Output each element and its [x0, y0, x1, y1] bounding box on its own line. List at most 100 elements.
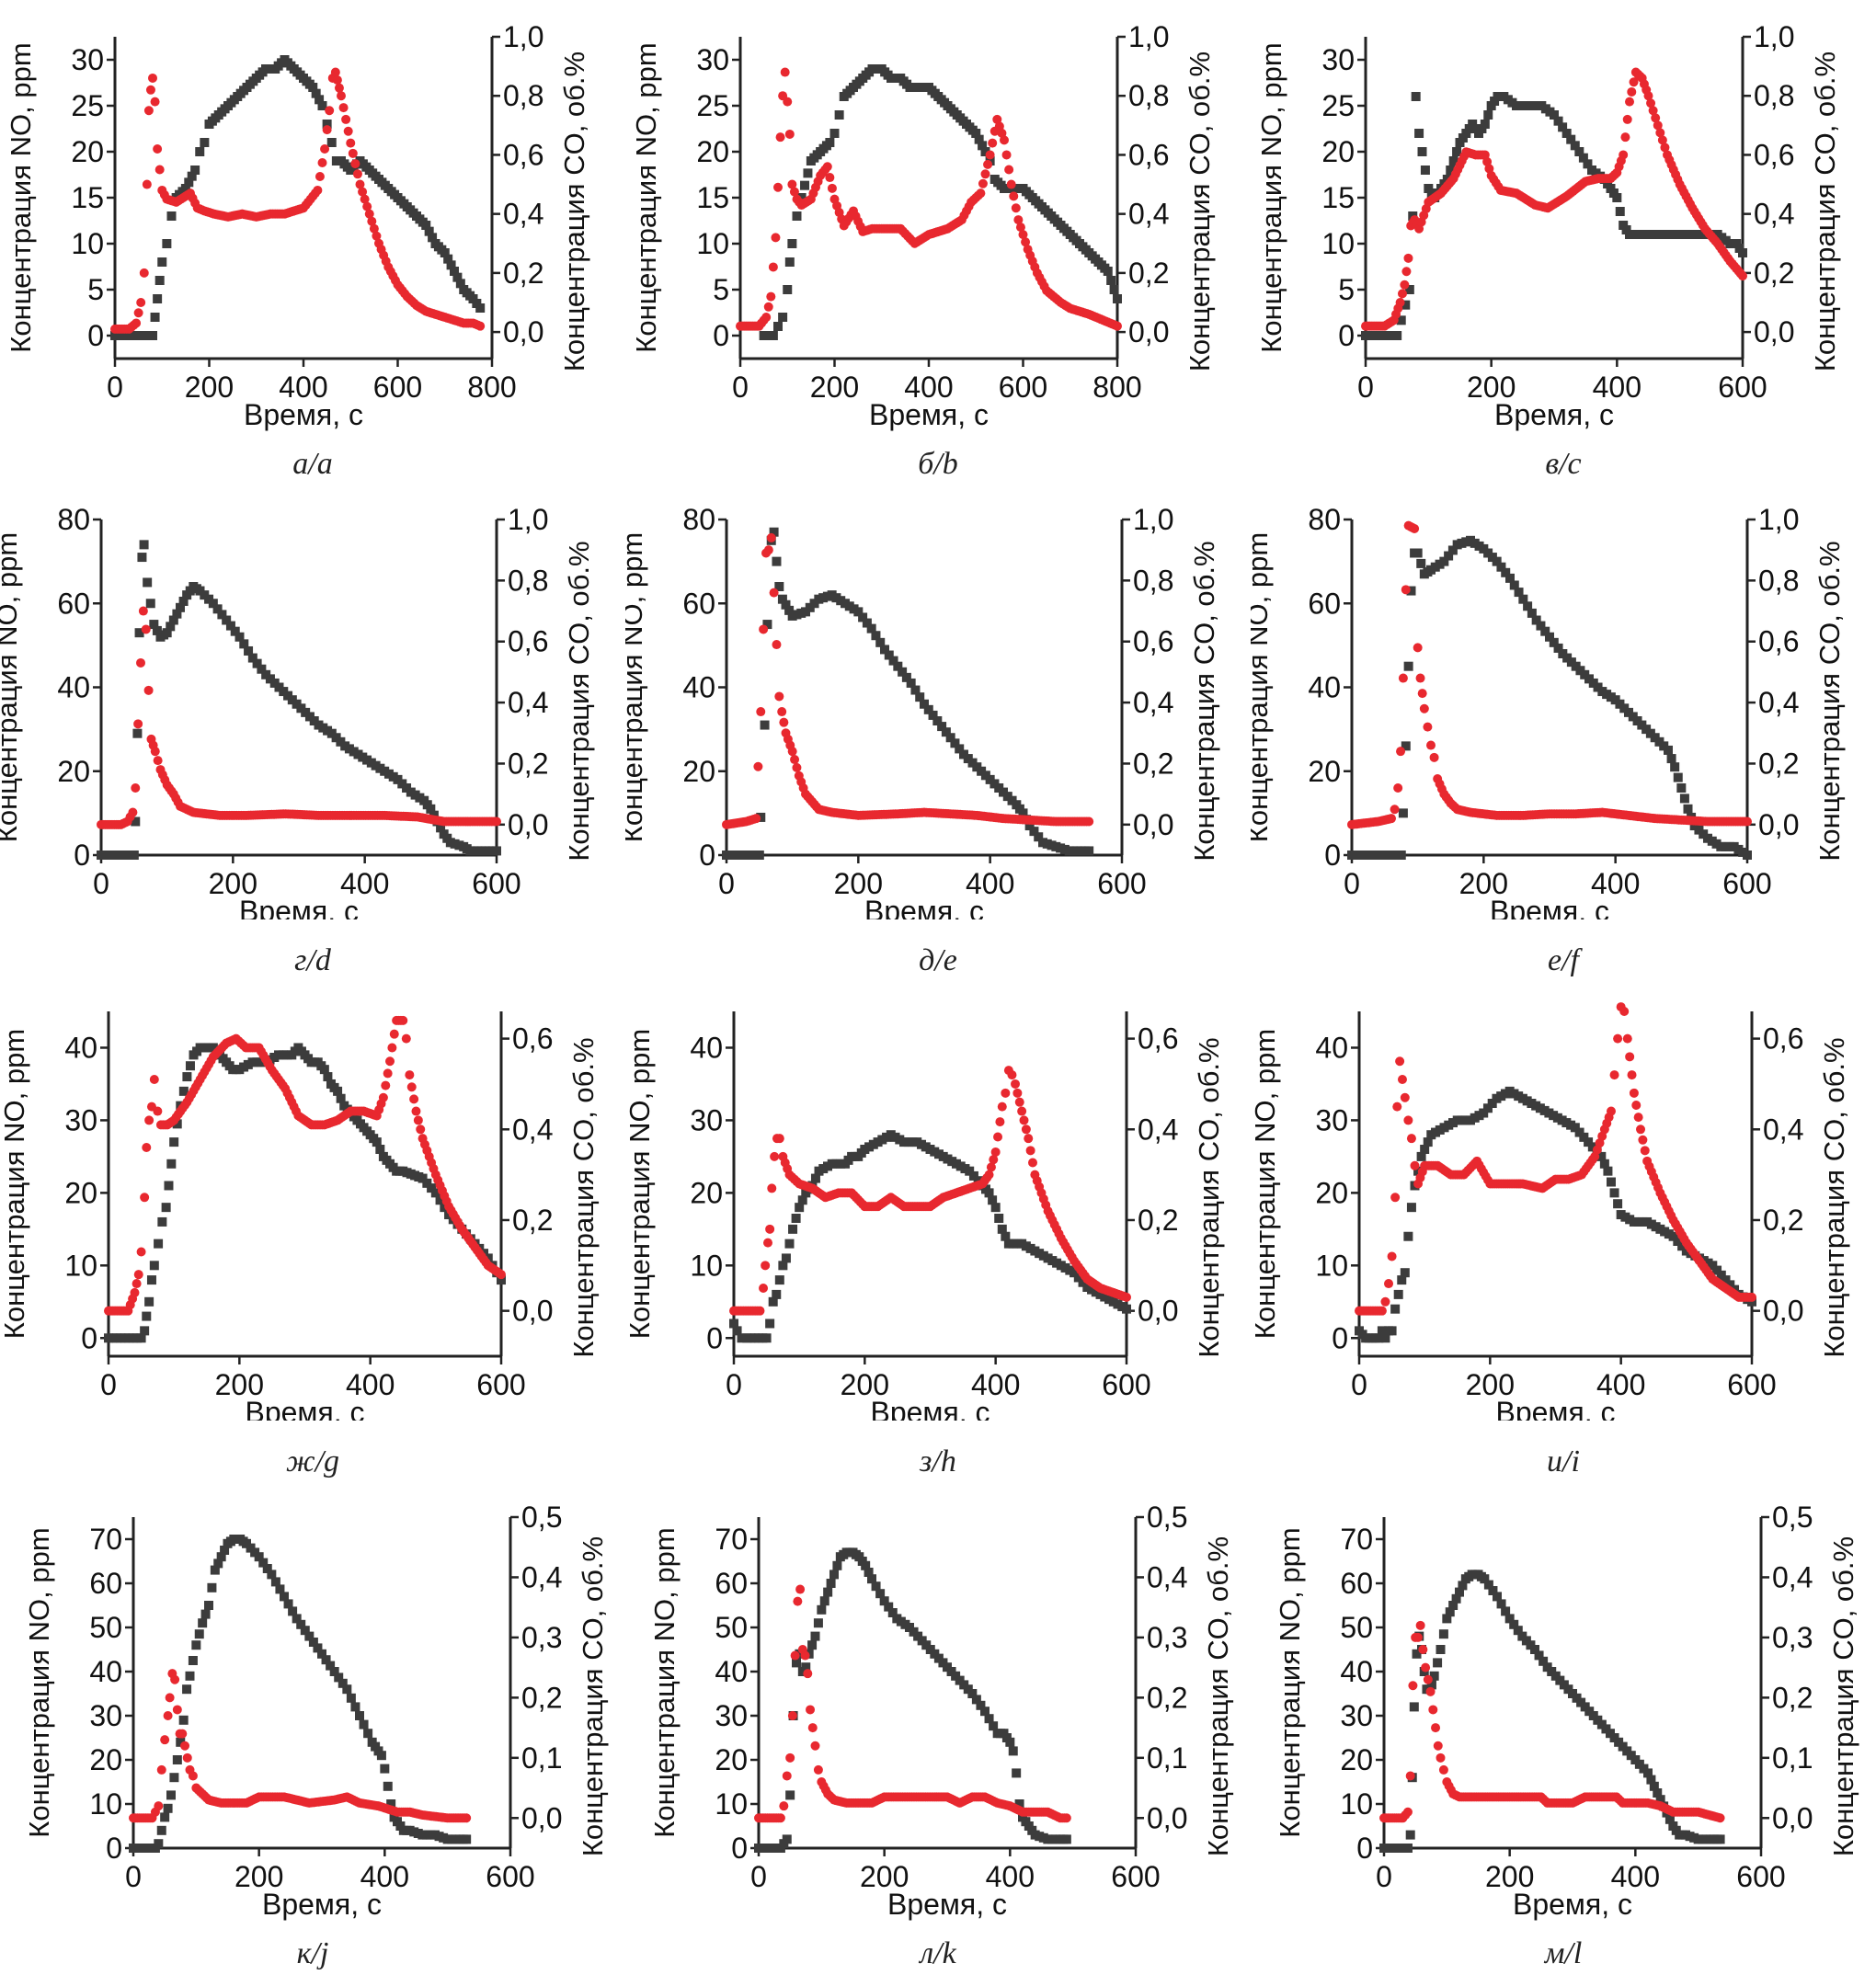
y-tick-label: 40 — [1315, 1031, 1348, 1064]
no-point — [1024, 821, 1035, 831]
co-point — [1406, 1134, 1416, 1144]
no-point — [994, 1214, 1004, 1223]
y2-axis-label: Концентрация CO, об.% — [1188, 541, 1220, 861]
x-tick-label: 200 — [1466, 1368, 1515, 1401]
y-tick-label: 30 — [690, 1103, 723, 1136]
y-tick-label: 60 — [89, 1567, 122, 1600]
x-tick-label: 200 — [185, 371, 234, 404]
co-point — [1021, 237, 1031, 247]
y-tick-label: 0 — [87, 319, 104, 352]
no-point — [761, 1333, 772, 1343]
co-point — [1398, 673, 1408, 683]
co-point — [325, 106, 335, 116]
series-co — [1379, 1620, 1725, 1823]
y2-tick-label: 0,6 — [503, 138, 543, 171]
no-point — [166, 1159, 177, 1169]
no-point — [1664, 1814, 1675, 1824]
co-point — [1417, 689, 1427, 699]
no-point — [204, 1601, 213, 1610]
no-point — [1708, 1261, 1718, 1271]
y2-tick-label: 0,5 — [1772, 1501, 1813, 1534]
co-point — [1657, 135, 1667, 145]
co-point — [822, 162, 832, 172]
co-point — [1113, 321, 1122, 331]
no-point — [475, 303, 486, 313]
no-point — [157, 257, 167, 267]
co-point — [416, 1124, 426, 1135]
co-point — [170, 1674, 180, 1684]
no-point — [1677, 1241, 1687, 1251]
no-point — [331, 156, 341, 166]
co-point — [177, 1729, 188, 1739]
co-point — [180, 1741, 190, 1751]
y2-axis-label: Концентрация CO, об.% — [1202, 1536, 1234, 1856]
no-point — [853, 607, 864, 617]
no-point — [134, 628, 144, 638]
no-point — [1416, 558, 1426, 568]
chart-panel: 0 200 400 600 800 0 5 10 15 20 25 30 0,0 0,2 0,4 0,6 0,8… — [0, 0, 625, 481]
no-point — [1712, 1265, 1722, 1275]
no-point — [1583, 159, 1593, 169]
chart-panel: 0 200 400 600 0 10 20 30 40 0,0 0,2 0,4 0,6 Время, с К… — [625, 988, 1251, 1485]
no-point — [862, 618, 872, 628]
no-point — [784, 257, 795, 267]
no-point — [258, 1558, 269, 1568]
no-point — [164, 1181, 174, 1191]
y2-tick-label: 0,4 — [521, 1560, 562, 1593]
no-point — [1458, 1581, 1468, 1591]
x-tick-label: 400 — [966, 867, 1014, 900]
co-point — [1633, 1113, 1643, 1123]
panel-caption: е/f — [1548, 943, 1579, 977]
no-point — [980, 1707, 989, 1717]
y-tick-label: 0 — [106, 1832, 122, 1865]
co-point — [153, 756, 163, 766]
no-point — [1005, 1737, 1015, 1747]
co-point — [1619, 1007, 1630, 1016]
co-point — [143, 685, 154, 695]
no-point — [1103, 267, 1113, 276]
co-point — [401, 1033, 411, 1044]
no-point — [1509, 1619, 1519, 1629]
series-co — [110, 67, 486, 334]
co-point — [1415, 1620, 1425, 1630]
no-point — [778, 1261, 788, 1271]
no-point — [300, 1626, 310, 1636]
co-point — [140, 1193, 150, 1203]
co-point — [783, 97, 793, 107]
no-point — [308, 1638, 318, 1647]
no-point — [172, 1755, 182, 1764]
no-point — [418, 1173, 428, 1183]
y2-tick-label: 0,1 — [1772, 1741, 1813, 1775]
no-point — [350, 1702, 360, 1712]
co-point — [378, 1092, 388, 1102]
no-point — [875, 637, 886, 647]
no-point — [166, 1790, 176, 1800]
y2-tick-label: 0,2 — [521, 1681, 562, 1714]
no-point — [497, 1275, 506, 1285]
x-tick-label: 400 — [904, 371, 953, 404]
no-point — [1683, 804, 1693, 814]
co-point — [1013, 215, 1024, 225]
no-point — [984, 1188, 994, 1198]
co-point — [387, 1043, 397, 1053]
co-point — [768, 262, 778, 272]
y-tick-label: 40 — [1308, 671, 1341, 704]
x-tick-label: 400 — [360, 1860, 409, 1893]
no-point — [997, 1224, 1007, 1234]
y-tick-label: 0 — [713, 319, 729, 352]
no-point — [1070, 1268, 1080, 1278]
y-tick-label: 30 — [696, 43, 729, 76]
no-point — [932, 716, 943, 725]
chart-panel: 0 200 400 600 0 5 10 15 20 25 30 0,0 0,2 0,4 0,6 0,8 1,0… — [1251, 0, 1876, 481]
no-point — [1448, 1601, 1458, 1610]
no-point — [887, 1608, 898, 1617]
co-point — [1410, 1160, 1420, 1170]
no-point — [920, 699, 929, 709]
series-co — [754, 1584, 1071, 1823]
no-point — [772, 556, 782, 566]
co-point — [128, 807, 138, 817]
no-point — [322, 120, 332, 129]
no-point — [1550, 110, 1559, 120]
no-point — [1106, 276, 1116, 285]
y-tick-label: 0 — [81, 1321, 97, 1354]
